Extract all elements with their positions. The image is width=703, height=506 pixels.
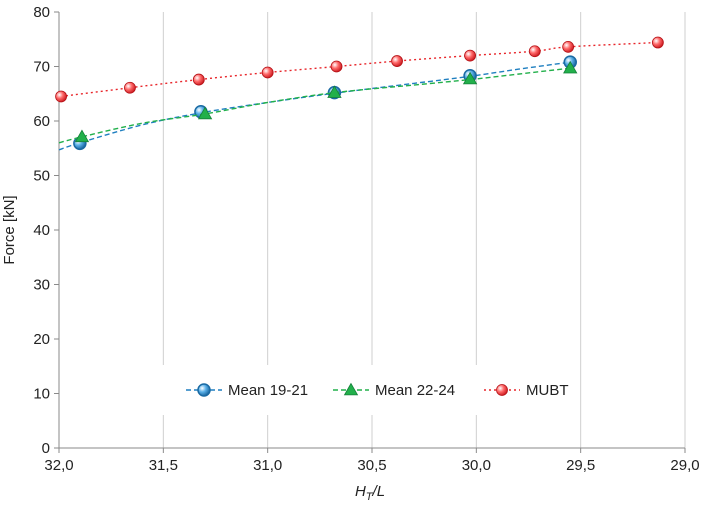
series-mean-19-21 [58, 55, 577, 151]
grid-layer [58, 12, 686, 448]
x-tick-label: 31,5 [149, 457, 178, 474]
series-mean-22-24 [58, 60, 578, 144]
data-point [197, 106, 213, 120]
y-tick-label: 0 [42, 440, 50, 457]
y-tick-label: 20 [33, 331, 50, 348]
y-tick-label: 10 [33, 386, 50, 403]
x-tick-label: 30,0 [462, 457, 491, 474]
x-axis-title-sub: T [366, 491, 374, 503]
y-tick-label: 80 [33, 4, 50, 21]
x-axis-title-tail: /L [372, 483, 386, 500]
legend: Mean 19-21 Mean 22-24 MUBT [156, 365, 580, 415]
y-tick-label: 30 [33, 277, 50, 294]
data-point [563, 60, 578, 74]
x-tick-label: 29,0 [670, 457, 699, 474]
data-point [651, 36, 664, 49]
y-tick-label: 60 [33, 113, 50, 130]
x-tick-label: 32,0 [44, 457, 73, 474]
y-tick-label: 70 [33, 59, 50, 76]
data-point [327, 85, 342, 98]
series-mubt [55, 36, 664, 103]
legend-label: Mean 19-21 [228, 382, 308, 399]
y-tick-label: 40 [33, 222, 50, 239]
data-point [462, 71, 478, 85]
x-axis-title: HT/L [355, 483, 385, 503]
legend-marker [343, 382, 359, 396]
data-point [192, 73, 205, 86]
legend-label: Mean 22-24 [375, 382, 455, 399]
series-line [58, 61, 571, 151]
y-axis-title: Force [kN] [1, 195, 18, 264]
data-point [55, 90, 67, 103]
data-point [74, 129, 90, 143]
data-point [528, 45, 541, 58]
x-axis-title-main: H [355, 483, 366, 500]
data-point [124, 81, 136, 94]
y-tick-label: 50 [33, 168, 50, 185]
data-point [562, 40, 575, 53]
data-point [391, 55, 403, 67]
series-line [58, 67, 571, 144]
x-tick-label: 30,5 [357, 457, 386, 474]
legend-marker [496, 384, 508, 396]
data-point [261, 66, 274, 79]
series-layer [55, 36, 664, 151]
x-tick-label: 29,5 [566, 457, 595, 474]
legend-label: MUBT [526, 382, 569, 399]
data-point [464, 49, 476, 62]
data-point [330, 60, 343, 73]
axes-layer: 0 10 20 30 40 50 60 70 80 32,0 31,5 31,0 30,5 30,0 29,… [33, 4, 699, 474]
x-tick-label: 31,0 [253, 457, 282, 474]
legend-marker [197, 383, 211, 397]
